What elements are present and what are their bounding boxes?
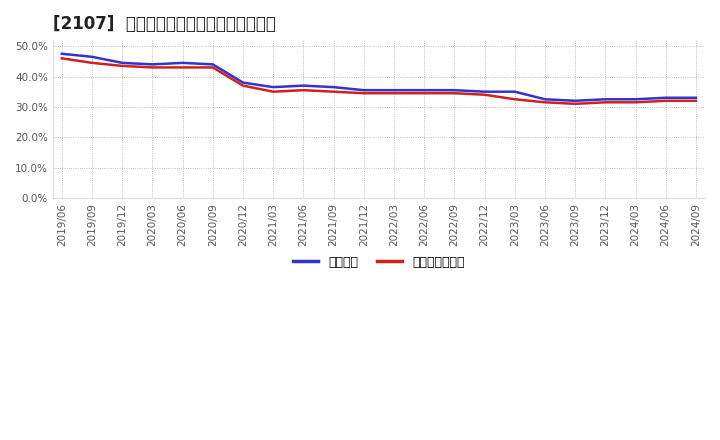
固定比率 — [58, 51, 66, 56]
Line: 固定長期適合率: 固定長期適合率 — [62, 59, 696, 104]
固定長期適合率 — [450, 91, 459, 96]
固定長期適合率 — [209, 65, 217, 70]
固定長期適合率 — [118, 63, 127, 69]
固定長期適合率 — [58, 56, 66, 61]
固定比率 — [88, 54, 96, 59]
固定長期適合率 — [662, 98, 670, 103]
Text: [2107]  固定比率、固定長期適合率の推移: [2107] 固定比率、固定長期適合率の推移 — [53, 15, 276, 33]
固定比率 — [148, 62, 157, 67]
固定長期適合率 — [510, 97, 519, 102]
固定比率 — [510, 89, 519, 94]
固定長期適合率 — [601, 100, 610, 105]
固定長期適合率 — [571, 101, 580, 106]
固定長期適合率 — [238, 83, 247, 88]
固定長期適合率 — [269, 89, 277, 94]
固定長期適合率 — [179, 65, 187, 70]
固定長期適合率 — [329, 89, 338, 94]
固定比率 — [179, 60, 187, 66]
固定比率 — [450, 88, 459, 93]
固定長期適合率 — [480, 92, 489, 97]
固定長期適合率 — [390, 91, 398, 96]
固定長期適合率 — [631, 100, 640, 105]
固定比率 — [118, 60, 127, 66]
固定長期適合率 — [299, 88, 307, 93]
固定比率 — [541, 97, 549, 102]
固定比率 — [209, 62, 217, 67]
固定比率 — [359, 88, 368, 93]
固定長期適合率 — [541, 100, 549, 105]
固定長期適合率 — [359, 91, 368, 96]
固定比率 — [662, 95, 670, 100]
固定長期適合率 — [420, 91, 428, 96]
固定比率 — [329, 84, 338, 90]
固定比率 — [631, 97, 640, 102]
固定長期適合率 — [148, 65, 157, 70]
固定比率 — [692, 95, 701, 100]
固定比率 — [390, 88, 398, 93]
固定比率 — [299, 83, 307, 88]
固定比率 — [601, 97, 610, 102]
Legend: 固定比率, 固定長期適合率: 固定比率, 固定長期適合率 — [288, 251, 469, 274]
固定比率 — [238, 80, 247, 85]
固定長期適合率 — [692, 98, 701, 103]
固定比率 — [571, 98, 580, 103]
固定比率 — [420, 88, 428, 93]
固定比率 — [269, 84, 277, 90]
Line: 固定比率: 固定比率 — [62, 54, 696, 101]
固定比率 — [480, 89, 489, 94]
固定長期適合率 — [88, 60, 96, 66]
